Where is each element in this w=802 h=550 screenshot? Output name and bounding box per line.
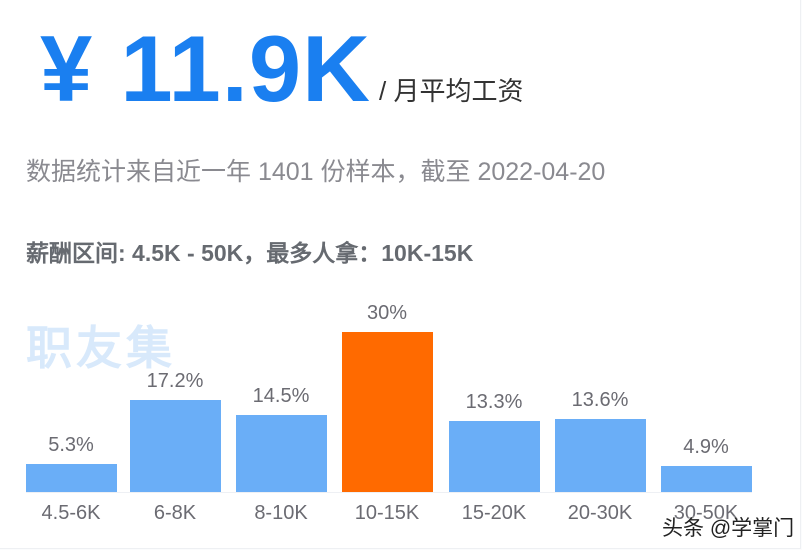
bar-value-label: 5.3% — [48, 434, 94, 456]
bar-8-10K — [236, 415, 327, 492]
bar-4.5-6K — [26, 464, 117, 492]
bar-20-30K — [555, 419, 646, 492]
salary-range-text: 薪酬区间: 4.5K - 50K，最多人拿：10K-15K — [26, 240, 474, 266]
source-credit: 头条 @学掌门 — [662, 517, 795, 540]
bar-value-label: 13.6% — [571, 389, 629, 411]
bar-value-label: 30% — [366, 302, 408, 324]
bar-value-label: 17.2% — [146, 370, 204, 392]
category-label: 20-30K — [567, 502, 633, 524]
bar-6-8K — [130, 400, 221, 492]
bar-30-50K — [661, 466, 752, 492]
category-label: 8-10K — [254, 502, 308, 524]
bar-10-15K — [342, 332, 433, 492]
category-label: 30-50K — [673, 502, 739, 524]
category-label: 4.5-6K — [41, 502, 101, 524]
bar-value-label: 14.5% — [252, 385, 310, 407]
category-label: 15-20K — [461, 502, 527, 524]
watermark-logo: 职友集 — [26, 322, 176, 374]
chart-baseline — [26, 492, 752, 493]
average-salary-unit: / 月平均工资 — [379, 76, 524, 106]
average-salary-value: ¥ 11.9K — [40, 16, 372, 121]
bar-value-label: 13.3% — [465, 391, 523, 413]
bar-15-20K — [449, 421, 540, 492]
category-label: 6-8K — [153, 502, 197, 524]
average-salary-block: ¥ 11.9K / 月平均工资 — [40, 22, 524, 116]
bar-value-label: 4.9% — [683, 436, 729, 458]
category-label: 10-15K — [354, 502, 420, 524]
sample-info-text: 数据统计来自近一年 1401 份样本，截至 2022-04-20 — [26, 158, 606, 186]
